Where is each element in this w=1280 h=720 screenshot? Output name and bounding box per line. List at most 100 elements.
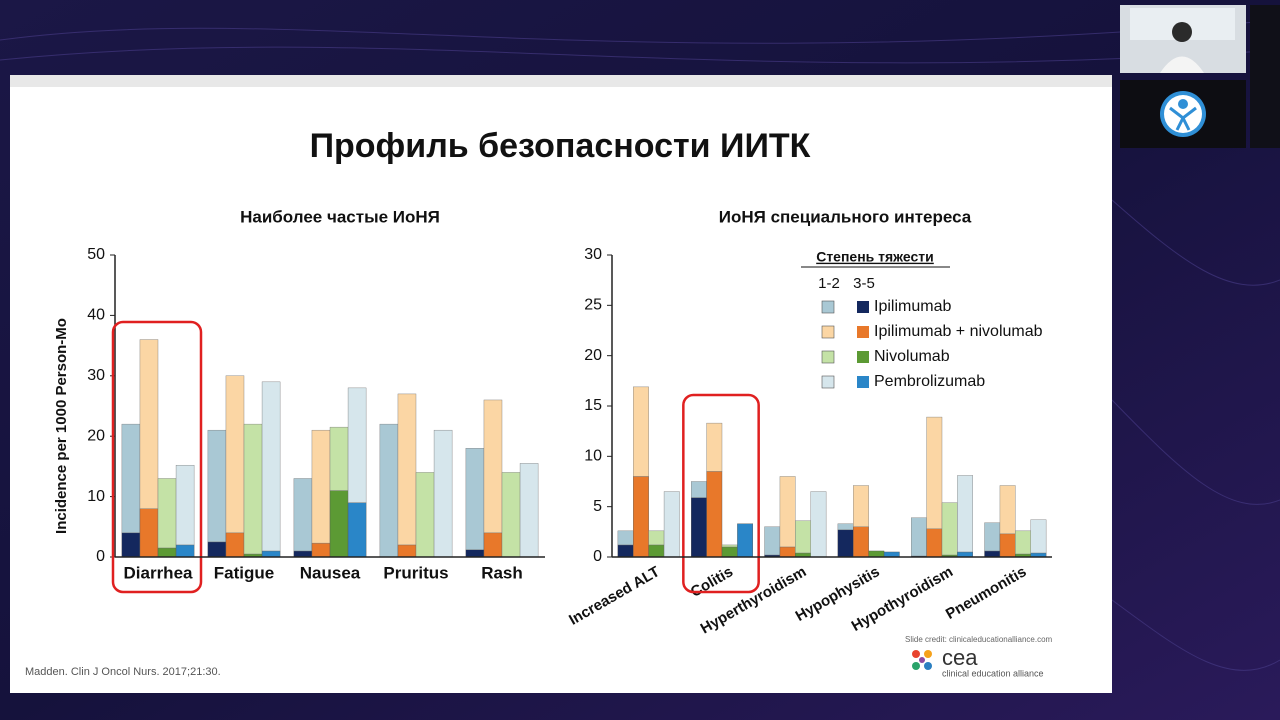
bar-segment-grade-1-2 [483,399,503,534]
bar-segment-grade-3-5 [984,550,1001,558]
bar-segment-grade-3-5 [706,471,723,558]
y-tick-label: 50 [87,246,105,263]
cea-logo [912,650,932,670]
y-tick-label: 40 [87,307,105,324]
bar-segment-grade-1-2 [633,386,649,477]
bar-segment-grade-3-5 [397,544,417,558]
x-tick-label: Diarrhea [124,563,194,582]
bar-segment-grade-1-2 [648,530,665,546]
bar-segment-grade-1-2 [984,522,1001,552]
bar-segment-grade-3-5 [999,533,1016,558]
bar-segment-grade-3-5 [329,490,349,558]
legend-label: Ipilimumab + nivolumab [874,323,1043,340]
logo-text: clinical education alliance [942,668,1044,678]
bar-segment-grade-1-2 [519,463,539,558]
bar-segment-grade-1-2 [293,478,313,552]
x-tick-label: Fatigue [214,563,274,582]
bar-segment-grade-1-2 [795,520,811,554]
bar-segment-grade-3-5 [737,523,754,558]
legend-swatch-3-5 [857,351,869,363]
bar-segment-grade-3-5 [926,528,943,558]
legend-title: Степень тяжести [816,249,934,265]
bar-segment-grade-1-2 [1015,530,1031,555]
legend-swatch-3-5 [857,376,869,388]
y-tick-label: 10 [584,448,602,465]
bar-segment-grade-3-5 [225,532,245,558]
legend-label: Ipilimumab [874,298,951,315]
background-swirls [0,19,1280,671]
bar-segment-grade-3-5 [837,529,854,558]
bar-segment-grade-1-2 [926,416,943,530]
bar-segment-grade-3-5 [157,547,177,558]
y-tick-label: 20 [584,347,602,364]
bar-segment-grade-1-2 [465,448,485,550]
bar-segment-grade-3-5 [483,532,503,558]
chart-title: Наиболее частые ИоНЯ [240,207,440,226]
bar-segment-grade-3-5 [691,497,707,558]
bar-segment-grade-1-2 [157,478,177,549]
x-tick-label: Rash [481,563,523,582]
bar-segment-grade-1-2 [764,526,781,556]
bar-segment-grade-3-5 [465,549,485,558]
y-tick-label: 25 [584,297,602,314]
bar-segment-grade-3-5 [121,532,141,558]
legend-grade-label: 1-2 [818,275,840,292]
highlight-box [111,320,203,594]
bar-segment-grade-1-2 [433,429,453,558]
y-axis-label: Incidence per 1000 Person-Mo [53,318,70,534]
bar-segment-grade-1-2 [329,426,349,491]
chart-title: ИоНЯ специального интереса [719,207,972,226]
legend-swatch-1-2 [821,375,835,389]
bar-segment-grade-1-2 [721,544,738,548]
bar-segment-grade-3-5 [957,551,974,558]
y-tick-label: 0 [96,548,105,565]
bar-segment-grade-1-2 [379,423,399,558]
bar-segment-grade-3-5 [721,546,738,558]
bar-segment-grade-1-2 [691,481,707,498]
webcam-logo [1120,80,1246,148]
bar-segment-grade-3-5 [853,526,869,558]
x-tick-label: Nausea [300,563,361,582]
bar-segment-grade-1-2 [139,339,159,509]
legend-swatch-1-2 [821,325,835,339]
bar-segment-grade-1-2 [957,475,974,553]
bar-segment-grade-3-5 [648,544,665,558]
bar-segment-grade-3-5 [868,550,885,558]
bar-segment-grade-1-2 [207,429,227,543]
y-tick-label: 30 [87,367,105,384]
slide-title: Профиль безопасности ИИТК [310,127,811,165]
bar-segment-grade-1-2 [617,530,634,546]
legend-swatch-3-5 [857,326,869,338]
bar-segment-grade-3-5 [261,550,281,558]
slide-top-bar [10,75,1112,87]
bar-segment-grade-1-2 [810,491,827,558]
bar-segment-grade-3-5 [293,550,313,558]
y-tick-label: 30 [584,246,602,263]
bar-segment-grade-1-2 [779,476,796,548]
bar-segment-grade-1-2 [999,485,1016,535]
legend-swatch-1-2 [821,350,835,364]
webcam-speaker [1120,5,1246,73]
bar-segment-grade-3-5 [617,544,634,558]
citation: Madden. Clin J Oncol Nurs. 2017;21:30. [25,666,221,678]
legend-label: Pembrolizumab [874,373,985,390]
legend-grade-label: 3-5 [853,275,875,292]
bar-segment-grade-1-2 [501,472,521,558]
bar-segment-grade-1-2 [261,381,281,552]
y-tick-label: 0 [593,548,602,565]
bar-segment-grade-1-2 [175,464,195,546]
y-tick-label: 15 [584,397,602,414]
bar-segment-grade-3-5 [779,546,796,558]
bar-segment-grade-1-2 [706,422,723,472]
credit: Slide credit: clinicaleducationalliance.… [905,635,1053,644]
bar-segment-grade-3-5 [175,544,195,558]
legend-swatch-1-2 [821,300,835,314]
bar-segment-grade-1-2 [837,523,854,531]
legend-swatch-3-5 [857,301,869,313]
bar-segment-grade-1-2 [225,375,245,534]
bar-segment-grade-1-2 [853,485,869,528]
y-tick-label: 10 [87,488,105,505]
slide [10,75,1112,693]
